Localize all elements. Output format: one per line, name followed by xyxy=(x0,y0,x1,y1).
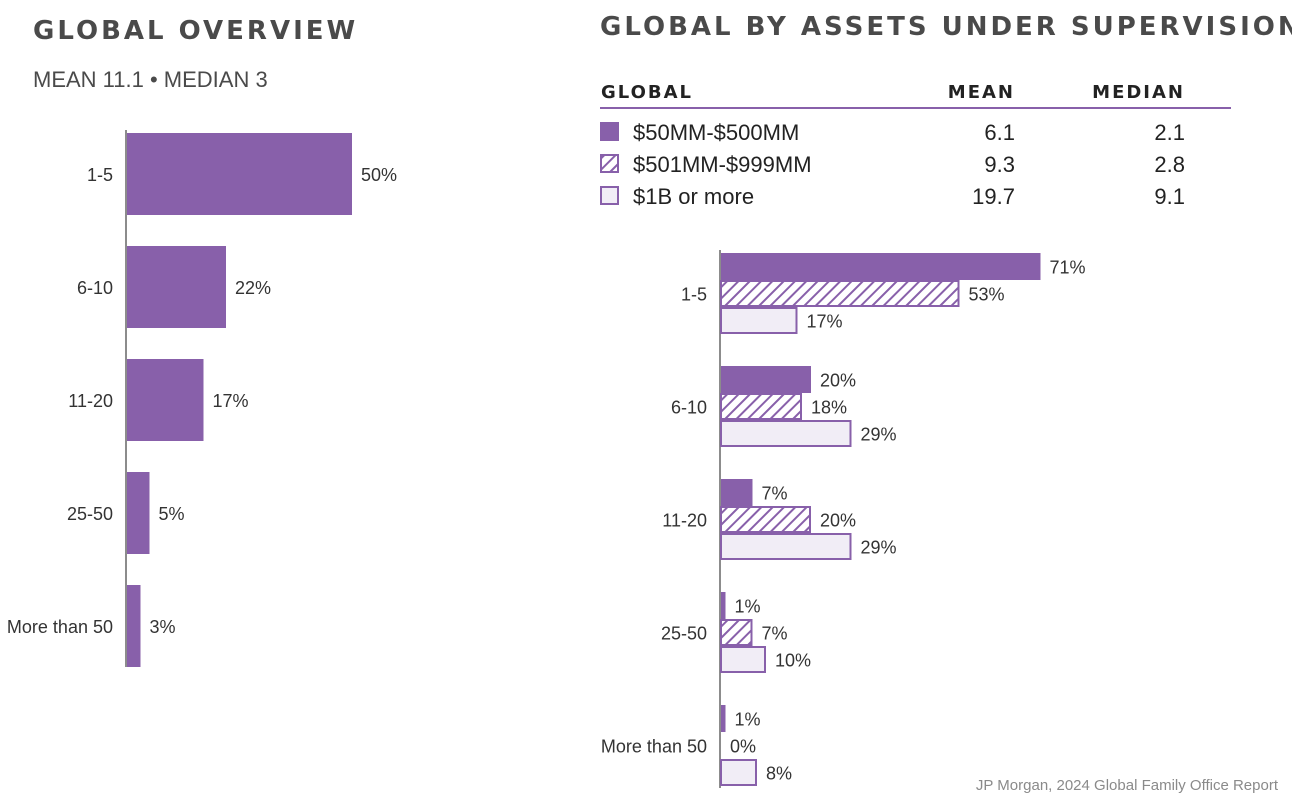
right-value-label: 18% xyxy=(811,398,847,418)
left-value-label: 22% xyxy=(235,278,271,298)
left-bar xyxy=(127,472,150,554)
right-category-label: 11-20 xyxy=(662,511,707,531)
right-bar xyxy=(720,759,757,786)
right-value-label: 17% xyxy=(807,312,843,332)
right-value-label: 0% xyxy=(730,737,756,757)
right-category-label: 25-50 xyxy=(661,624,707,644)
legend-swatch xyxy=(600,186,619,205)
right-category-label: More than 50 xyxy=(601,737,707,757)
table-header-mean: MEAN xyxy=(948,82,1015,103)
legend-swatch xyxy=(600,122,619,141)
table-header-global: GLOBAL xyxy=(601,82,693,103)
left-category-label: 25-50 xyxy=(67,504,113,524)
right-value-label: 10% xyxy=(775,651,811,671)
right-title: GLOBAL BY ASSETS UNDER SUPERVISION xyxy=(600,12,1292,42)
left-category-label: 6-10 xyxy=(77,278,113,298)
right-value-label: 1% xyxy=(735,597,761,617)
table-row-label: $501MM-$999MM xyxy=(633,152,812,177)
left-bar xyxy=(127,359,204,441)
right-value-label: 20% xyxy=(820,511,856,531)
table-row-median: 2.8 xyxy=(1154,152,1185,177)
left-category-label: 1-5 xyxy=(87,165,113,185)
table-row-label: $50MM-$500MM xyxy=(633,120,799,145)
left-category-label: 11-20 xyxy=(68,391,113,411)
left-title: GLOBAL OVERVIEW xyxy=(33,16,358,46)
right-value-label: 29% xyxy=(861,538,897,558)
right-value-label: 71% xyxy=(1050,258,1086,278)
right-bar xyxy=(720,307,798,334)
right-bar xyxy=(720,280,960,307)
right-category-label: 6-10 xyxy=(671,398,707,418)
left-bar xyxy=(127,246,226,328)
right-bar xyxy=(721,253,1041,280)
right-bar xyxy=(721,366,811,393)
summary-table: GLOBAL MEAN MEDIAN $50MM-$500MM 6.1 2.1$50… xyxy=(600,82,1231,209)
right-category-label: 1-5 xyxy=(681,285,707,305)
table-row-median: 2.1 xyxy=(1154,120,1185,145)
right-bar xyxy=(721,479,753,506)
left-subtitle: MEAN 11.1 • MEDIAN 3 xyxy=(33,67,268,92)
table-row-median: 9.1 xyxy=(1154,184,1185,209)
right-bar xyxy=(720,393,802,420)
right-bar xyxy=(720,420,852,447)
source-note: JP Morgan, 2024 Global Family Office Rep… xyxy=(976,777,1279,794)
table-row-mean: 9.3 xyxy=(984,152,1015,177)
right-bar xyxy=(720,646,766,673)
right-value-label: 7% xyxy=(762,624,788,644)
left-category-label: More than 50 xyxy=(7,617,113,637)
right-value-label: 29% xyxy=(861,425,897,445)
left-value-label: 5% xyxy=(159,504,185,524)
right-bar xyxy=(721,705,726,732)
table-row-mean: 19.7 xyxy=(972,184,1015,209)
left-value-label: 17% xyxy=(213,391,249,411)
right-value-label: 20% xyxy=(820,371,856,391)
right-bar xyxy=(720,533,852,560)
legend-swatch xyxy=(600,154,619,173)
right-value-label: 1% xyxy=(735,710,761,730)
right-bar xyxy=(720,619,753,646)
table-row-label: $1B or more xyxy=(633,184,754,209)
right-value-label: 53% xyxy=(969,285,1005,305)
left-value-label: 3% xyxy=(150,617,176,637)
table-rows: $50MM-$500MM 6.1 2.1 $501MM-$999MM 9.3 2.8 $1B… xyxy=(600,120,1185,209)
left-value-label: 50% xyxy=(361,165,397,185)
right-value-label: 8% xyxy=(766,764,792,784)
left-bar-chart: 1-5 50% 6-10 22% 11-20 17% 25-50 5% More than 50… xyxy=(7,130,397,667)
table-row-mean: 6.1 xyxy=(984,120,1015,145)
right-bar-chart: 71%53%17%1-520%18%29%6-107%20%29%11-201%… xyxy=(601,250,1086,788)
right-bar xyxy=(720,506,811,533)
left-bar xyxy=(127,133,352,215)
left-bar xyxy=(127,585,141,667)
right-value-label: 7% xyxy=(762,484,788,504)
table-header-median: MEDIAN xyxy=(1092,82,1185,103)
right-bar xyxy=(721,592,726,619)
